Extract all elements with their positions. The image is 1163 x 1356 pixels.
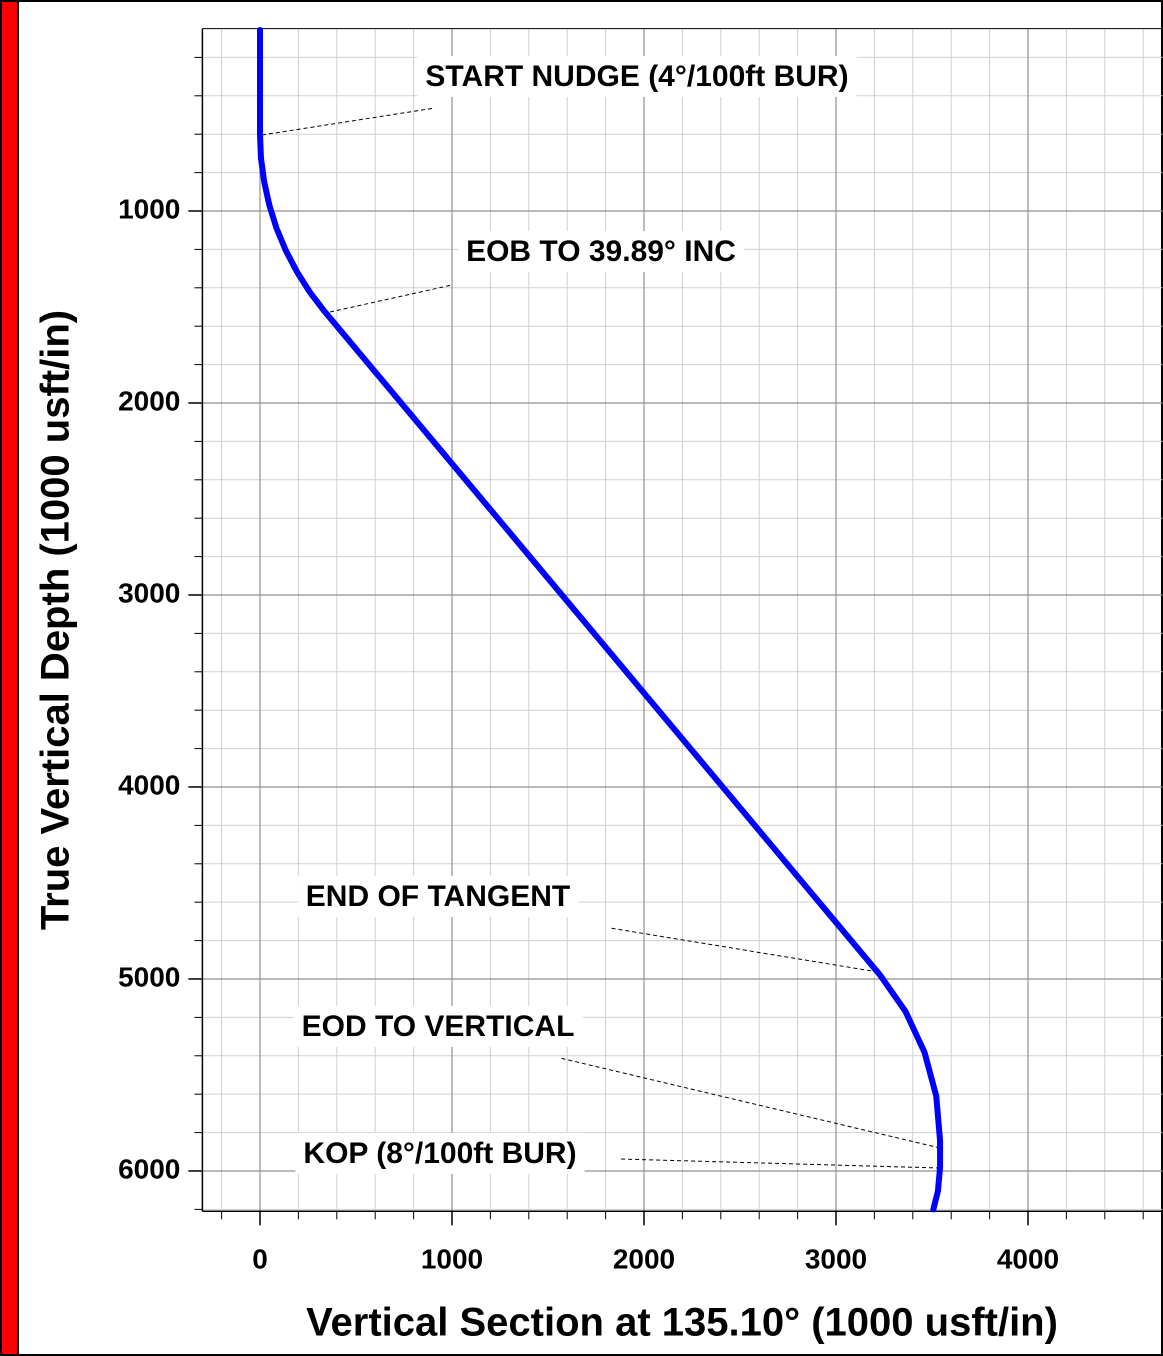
annotation-background	[293, 1005, 583, 1047]
leader-line	[261, 107, 436, 136]
y-axis-title: True Vertical Depth (1000 usft/in)	[34, 310, 78, 930]
well-path	[257, 26, 944, 1213]
annotation: END OF TANGENT	[306, 880, 570, 913]
side-bar	[0, 0, 18, 1356]
y-tick-label: 2000	[118, 385, 180, 416]
annotation-background	[295, 1132, 585, 1174]
x-tick-label: 0	[252, 1244, 268, 1275]
x-axis-title: Vertical Section at 135.10° (1000 usft/i…	[306, 1301, 1058, 1345]
y-tick-label: 6000	[118, 1153, 180, 1184]
leader-line	[619, 1158, 941, 1169]
annotation: KOP (8°/100ft BUR)	[303, 1137, 576, 1170]
annotation: EOB TO 39.89° INC	[466, 235, 736, 268]
y-tick-label: 5000	[118, 961, 180, 992]
x-tick-label: 1000	[421, 1244, 483, 1275]
leader-line	[559, 1057, 941, 1149]
annotation-background	[297, 875, 579, 917]
x-tick-label: 3000	[805, 1244, 867, 1275]
y-tick-label: 3000	[118, 577, 180, 608]
leader-line	[609, 927, 879, 973]
annotation: EOD TO VERTICAL	[302, 1010, 575, 1043]
y-tick-label: 1000	[118, 193, 180, 224]
annotation-background	[458, 230, 744, 272]
annotation: START NUDGE (4°/100ft BUR)	[425, 60, 848, 93]
y-tick-label: 4000	[118, 769, 180, 800]
annotation-background	[417, 55, 857, 97]
x-tick-label: 2000	[613, 1244, 675, 1275]
x-tick-label: 4000	[997, 1244, 1059, 1275]
